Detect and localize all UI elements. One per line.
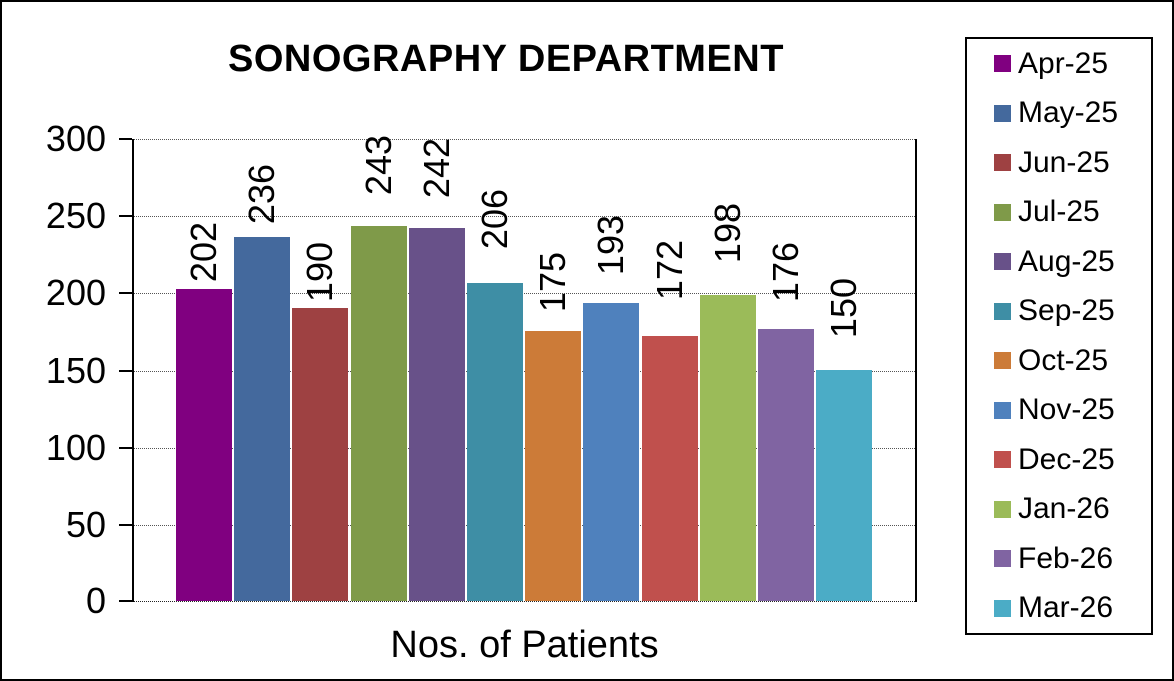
y-tick-150: [119, 370, 132, 372]
bar-value-label-mar-26: 150: [823, 277, 864, 338]
legend-label-nov-25: Nov-25: [1018, 393, 1115, 427]
gridline-250: [132, 216, 917, 217]
legend-swatch-feb-26: [994, 550, 1011, 568]
y-tick-label-150: 150: [45, 350, 106, 391]
legend-label-mar-26: Mar-26: [1018, 591, 1114, 625]
legend-swatch-apr-25: [994, 55, 1011, 73]
bar-dec-25: [642, 336, 698, 601]
gridline-0: [132, 601, 917, 602]
legend-label-apr-25: Apr-25: [1018, 46, 1109, 80]
legend-item-may-25: May-25: [967, 96, 1151, 130]
legend-item-oct-25: Oct-25: [967, 344, 1151, 378]
legend-label-jun-25: Jun-25: [1018, 145, 1110, 179]
bar-aug-25: [409, 228, 465, 601]
legend-label-jul-25: Jul-25: [1018, 195, 1100, 229]
legend-item-jun-25: Jun-25: [967, 146, 1151, 180]
bar-jun-25: [292, 308, 348, 601]
legend-items: Apr-25 May-25 Jun-25 Jul-25 Aug-25 Sep-25 Oct-…: [967, 39, 1151, 633]
y-axis-line: [132, 139, 134, 602]
bar-sep-25: [467, 283, 523, 601]
legend-label-feb-26: Feb-26: [1018, 541, 1114, 575]
legend-item-jan-26: Jan-26: [967, 492, 1151, 526]
y-tick-250: [119, 215, 132, 217]
y-tick-label-200: 200: [45, 272, 106, 313]
y-tick-50: [119, 524, 132, 526]
gridline-100: [132, 448, 917, 449]
legend-item-mar-26: Mar-26: [967, 591, 1151, 625]
y-tick-0: [119, 600, 132, 602]
bar-mar-26: [816, 370, 872, 601]
legend-item-nov-25: Nov-25: [967, 393, 1151, 427]
legend-swatch-may-25: [994, 104, 1011, 122]
legend-label-sep-25: Sep-25: [1018, 294, 1115, 328]
bar-apr-25: [176, 289, 232, 601]
chart-title: SONOGRAPHY DEPARTMENT: [228, 38, 784, 80]
bar-oct-25: [525, 331, 581, 601]
legend-label-may-25: May-25: [1018, 96, 1119, 130]
legend-swatch-dec-25: [994, 451, 1011, 469]
y-tick-label-100: 100: [45, 427, 106, 468]
legend-item-feb-26: Feb-26: [967, 542, 1151, 576]
legend-swatch-sep-25: [994, 302, 1011, 320]
bar-nov-25: [583, 303, 639, 601]
legend-label-jan-26: Jan-26: [1018, 492, 1110, 526]
legend-swatch-jul-25: [994, 203, 1011, 221]
plot-area: 202 236 190 243 242 206 175 193 172 198 176 150: [132, 135, 917, 602]
x-axis-title: Nos. of Patients: [390, 624, 659, 666]
gridline-150: [132, 371, 917, 372]
bar-jan-26: [700, 295, 756, 601]
y-tick-label-300: 300: [45, 118, 106, 159]
y-tick-label-0: 0: [85, 580, 106, 621]
legend-label-oct-25: Oct-25: [1018, 343, 1109, 377]
bar-jul-25: [351, 226, 407, 601]
legend-item-dec-25: Dec-25: [967, 443, 1151, 477]
legend-swatch-nov-25: [994, 401, 1011, 419]
bar-may-25: [234, 237, 290, 601]
legend: Apr-25 May-25 Jun-25 Jul-25 Aug-25 Sep-25 Oct-…: [965, 37, 1153, 635]
legend-swatch-jan-26: [994, 500, 1011, 518]
bar-value-label-apr-25: 202: [183, 221, 224, 282]
bar-value-label-sep-25: 206: [474, 188, 515, 249]
legend-label-aug-25: Aug-25: [1018, 244, 1115, 278]
legend-item-aug-25: Aug-25: [967, 245, 1151, 279]
y-tick-label-250: 250: [45, 195, 106, 236]
bar-feb-26: [758, 329, 814, 601]
y-tick-100: [119, 447, 132, 449]
legend-item-sep-25: Sep-25: [967, 294, 1151, 328]
y-tick-label-50: 50: [65, 504, 106, 545]
bar-value-label-jun-25: 190: [299, 241, 340, 302]
y-tick-200: [119, 292, 132, 294]
legend-label-dec-25: Dec-25: [1018, 442, 1115, 476]
legend-swatch-jun-25: [994, 154, 1011, 172]
legend-item-apr-25: Apr-25: [967, 47, 1151, 81]
y-tick-300: [119, 138, 132, 140]
legend-swatch-oct-25: [994, 352, 1011, 370]
plot-right-border: [915, 139, 917, 602]
gridline-50: [132, 525, 917, 526]
legend-item-jul-25: Jul-25: [967, 195, 1151, 229]
gridline-300: [132, 139, 917, 140]
legend-swatch-mar-26: [994, 599, 1011, 617]
bar-value-label-may-25: 236: [241, 163, 282, 224]
gridline-200: [132, 293, 917, 294]
legend-swatch-aug-25: [994, 253, 1011, 271]
